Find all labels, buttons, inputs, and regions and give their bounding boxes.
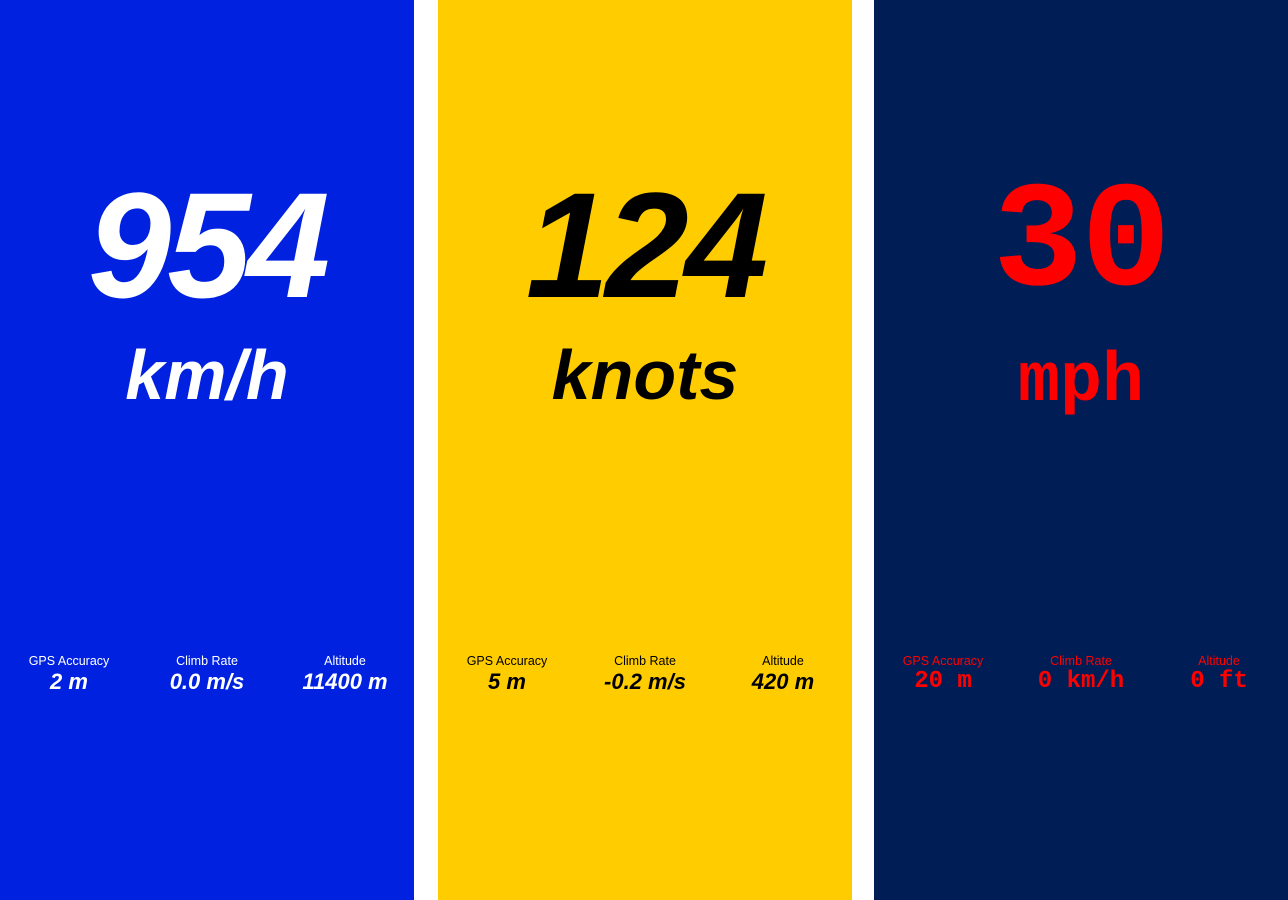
stat-label: GPS Accuracy <box>902 654 984 668</box>
speed-readout: 954 <box>87 161 330 329</box>
speedometer-screen-navy: 30 mph GPS Accuracy 20 m Climb Rate 0 km… <box>874 0 1288 900</box>
speedometer-screen-yellow: 124 knots GPS Accuracy 5 m Climb Rate -0… <box>438 0 852 900</box>
gps-accuracy-stat: GPS Accuracy 2 m <box>0 654 138 694</box>
altitude-stat: Altitude 11400 m <box>276 654 414 694</box>
stat-value: 0 km/h <box>1037 668 1125 695</box>
stat-value: 2 m <box>50 669 88 694</box>
gps-accuracy-stat: GPS Accuracy 5 m <box>438 654 576 694</box>
climb-rate-stat: Climb Rate -0.2 m/s <box>576 654 714 694</box>
stat-value: 0.0 m/s <box>169 669 245 694</box>
stat-value: 11400 m <box>302 669 388 694</box>
stat-value: 20 m <box>914 668 972 695</box>
climb-rate-stat: Climb Rate 0.0 m/s <box>138 654 276 694</box>
climb-rate-stat: Climb Rate 0 km/h <box>1012 654 1150 694</box>
stats-row: GPS Accuracy 20 m Climb Rate 0 km/h Alti… <box>874 654 1288 704</box>
stat-label: Climb Rate <box>1050 654 1112 668</box>
stat-label: Climb Rate <box>614 654 676 668</box>
speed-readout: 124 <box>525 161 768 329</box>
stats-row: GPS Accuracy 2 m Climb Rate 0.0 m/s Alti… <box>0 654 414 704</box>
gps-accuracy-stat: GPS Accuracy 20 m <box>874 654 1012 694</box>
stat-value: 0 ft <box>1190 668 1248 695</box>
stat-value: 420 m <box>751 669 815 694</box>
speed-unit: mph <box>1017 343 1145 422</box>
altitude-stat: Altitude 420 m <box>714 654 852 694</box>
stat-label: Climb Rate <box>176 654 238 668</box>
stat-label: Altitude <box>1198 654 1240 668</box>
stat-label: GPS Accuracy <box>28 654 110 668</box>
stats-row: GPS Accuracy 5 m Climb Rate -0.2 m/s Alt… <box>438 654 852 704</box>
stat-value: 5 m <box>488 669 526 694</box>
speedometer-screen-blue: 954 km/h GPS Accuracy 2 m Climb Rate 0.0… <box>0 0 414 900</box>
stat-label: Altitude <box>762 654 804 668</box>
stat-label: GPS Accuracy <box>466 654 548 668</box>
stat-value: -0.2 m/s <box>604 669 686 694</box>
speed-unit: km/h <box>125 336 289 414</box>
stat-label: Altitude <box>324 654 366 668</box>
speed-unit: knots <box>551 336 739 414</box>
altitude-stat: Altitude 0 ft <box>1150 654 1288 694</box>
speed-readout: 30 <box>992 160 1171 330</box>
